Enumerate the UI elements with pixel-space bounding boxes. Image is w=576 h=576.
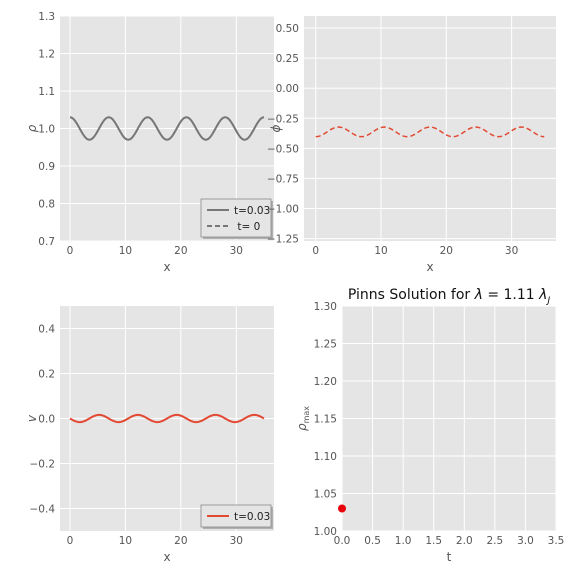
x-tick-label: 3.5 [548, 535, 565, 547]
x-tick-label: 2.0 [456, 535, 473, 547]
x-tick-label: 0 [67, 245, 74, 257]
x-tick-label: 10 [374, 245, 387, 257]
legend-label: t= 0 [234, 221, 260, 233]
x-axis-label: x [163, 260, 170, 274]
x-tick-label: 20 [174, 245, 187, 257]
y-tick-label: 0.4 [38, 324, 55, 336]
y-tick-label: −0.4 [30, 504, 56, 516]
y-tick-label: −1.25 [267, 234, 299, 246]
y-tick-label: 1.0 [38, 124, 55, 136]
y-tick-label: 0.00 [276, 83, 299, 95]
legend-label: t=0.03 [234, 511, 270, 523]
x-tick-label: 3.0 [517, 535, 534, 547]
x-tick-label: 2.5 [487, 535, 504, 547]
y-tick-label: −1.00 [267, 204, 299, 216]
x-tick-label: 30 [230, 535, 243, 547]
y-tick-label: 0.2 [38, 369, 55, 381]
legend-label: t=0.03 [234, 205, 270, 217]
y-tick-label: 0.7 [38, 236, 55, 248]
y-tick-label: 1.1 [38, 86, 55, 98]
x-tick-label: 20 [174, 535, 187, 547]
chart-panel-3: 0 10 20 30 0.4 0.2 0.0 −0.2 −0.4 x v t=0.03 [25, 306, 274, 564]
y-tick-label: 1.15 [314, 414, 337, 426]
y-tick-label: 1.20 [314, 376, 337, 388]
legend: t=0.03 t= 0 [201, 199, 273, 239]
y-tick-label: 1.2 [38, 49, 55, 61]
plot-area [304, 16, 556, 241]
chart-panel-1: 0 10 20 30 0.7 0.8 0.9 1.0 1.1 1.2 1.3 x ρ t=0.03 t= … [25, 11, 274, 274]
y-tick-label: 1.00 [314, 526, 337, 538]
x-tick-label: 0 [67, 535, 74, 547]
chart-panel-4: 0.0 0.5 1.0 1.5 2.0 2.5 3.0 3.51.001.051.101.15… [295, 287, 564, 564]
y-tick-label: 0.9 [38, 161, 55, 173]
x-tick-label: 30 [230, 245, 243, 257]
y-axis-label: v [25, 414, 39, 422]
x-axis-label: x [426, 260, 433, 274]
y-tick-label: 0.25 [276, 53, 299, 65]
data-point [338, 505, 346, 513]
y-tick-label: 1.30 [314, 301, 337, 313]
y-tick-label: 1.25 [314, 339, 337, 351]
chart-panel-2: 0 10 20 30 0.50 0.25 0.00 −0.25 −0.50 −0.75 −1.00 −… [267, 16, 556, 274]
x-tick-label: 10 [119, 245, 132, 257]
legend: t=0.03 [201, 505, 273, 529]
y-tick-label: 1.10 [314, 451, 337, 463]
x-axis-label: x [163, 550, 170, 564]
x-tick-label: 10 [119, 535, 132, 547]
y-axis-label: ρ [25, 124, 39, 132]
chart-title: Pinns Solution for λ = 1.11 λJ [348, 287, 551, 306]
y-tick-label: −0.25 [267, 113, 299, 125]
x-tick-label: 1.5 [425, 535, 442, 547]
y-tick-label: 0.0 [38, 414, 55, 426]
y-tick-label: 1.05 [314, 489, 337, 501]
x-tick-label: 0.5 [364, 535, 381, 547]
y-tick-label: −0.50 [267, 143, 299, 155]
y-tick-label: −0.75 [267, 173, 299, 185]
x-axis-label: t [447, 550, 452, 564]
y-axis-label: ρmax [295, 406, 311, 431]
y-tick-label: 1.3 [38, 11, 55, 23]
y-axis-label: ϕ [269, 124, 283, 132]
x-tick-label: 1.0 [395, 535, 412, 547]
y-tick-label: 0.8 [38, 199, 55, 211]
x-tick-label: 30 [505, 245, 518, 257]
x-tick-label: 0 [312, 245, 319, 257]
y-tick-label: 0.50 [276, 23, 299, 35]
y-tick-label: −0.2 [30, 459, 56, 471]
x-tick-label: 20 [440, 245, 453, 257]
